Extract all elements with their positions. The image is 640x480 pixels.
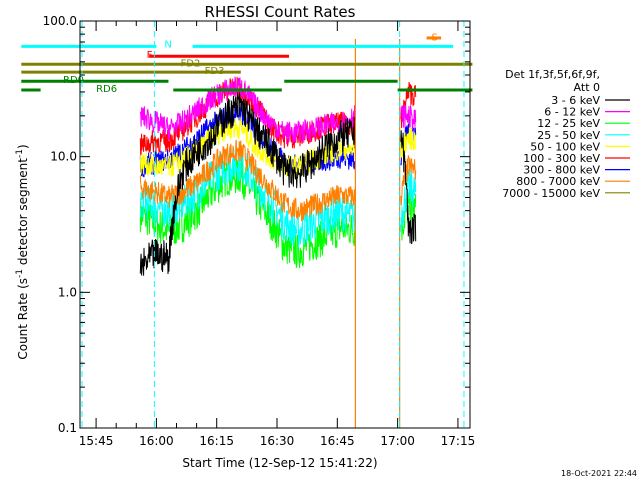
- y-tick-label: 100.0: [43, 14, 77, 28]
- series-line-1: [139, 76, 417, 145]
- x-tick-label: 15:45: [79, 434, 114, 448]
- legend-entry-label: 100 - 300 keV: [523, 152, 600, 165]
- flag-layer: NF FD2 FD3 RD0 RD6 S: [21, 32, 473, 95]
- legend-entry-label: 300 - 800 keV: [523, 164, 600, 177]
- series-line-7: [139, 139, 417, 222]
- flag-label-rd6: RD6: [96, 84, 117, 95]
- flag-label-fd3: FD3: [205, 66, 225, 77]
- y-axis-label: Count Rate (s-1 detector segment-1): [15, 144, 30, 359]
- x-tick-label: 17:15: [441, 434, 476, 448]
- legend-entry-label: 6 - 12 keV: [544, 106, 600, 119]
- y-tick-label: 1.0: [58, 285, 77, 299]
- legend-entry-label: 7000 - 15000 keV: [502, 187, 600, 200]
- series-line-0: [139, 92, 417, 276]
- flag-label-n: N: [164, 40, 171, 51]
- flag-label-rd0: RD0: [63, 75, 84, 86]
- legend-entry-label: 3 - 6 keV: [551, 94, 600, 107]
- timestamp: 18-Oct-2021 22:44: [561, 469, 637, 478]
- axis-layer: 0.1 1.0 10.0 100.0 15:45 16:00 16:15 16:30 16:45…: [43, 14, 476, 448]
- legend-entry-label: 50 - 100 keV: [530, 140, 600, 153]
- x-axis-label: Start Time (12-Sep-12 15:41:22): [182, 456, 377, 470]
- x-tick-label: 17:00: [380, 434, 415, 448]
- legend-entry-label: 800 - 7000 keV: [516, 175, 600, 188]
- legend-header: Att 0: [574, 81, 600, 94]
- x-tick-label: 16:00: [139, 434, 174, 448]
- data-layer: [139, 39, 417, 428]
- y-tick-label: 0.1: [58, 421, 77, 435]
- legend-entry-label: 12 - 25 keV: [537, 117, 600, 130]
- plot-frame: [79, 20, 471, 429]
- x-tick-label: 16:45: [320, 434, 355, 448]
- legend-entry-label: 25 - 50 keV: [537, 129, 600, 142]
- x-tick-label: 16:15: [199, 434, 234, 448]
- legend-header: Det 1f,3f,5f,6f,9f,: [505, 68, 600, 81]
- y-tick-label: 10.0: [50, 150, 77, 164]
- vline-layer: [81, 21, 465, 428]
- flag-label-s: S: [431, 32, 437, 43]
- flag-label-f: F: [147, 50, 153, 61]
- chart-title: RHESSI Count Rates: [205, 3, 356, 21]
- x-tick-label: 16:30: [260, 434, 295, 448]
- flag-label-fd2: FD2: [181, 58, 201, 69]
